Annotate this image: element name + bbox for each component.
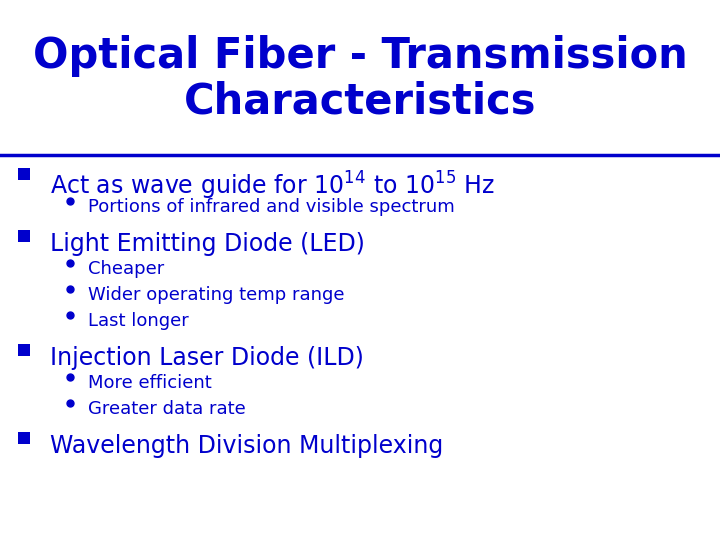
Text: Portions of infrared and visible spectrum: Portions of infrared and visible spectru… xyxy=(88,198,455,216)
Text: Wavelength Division Multiplexing: Wavelength Division Multiplexing xyxy=(50,434,444,458)
Bar xyxy=(18,230,30,242)
Bar xyxy=(18,168,30,180)
Text: Last longer: Last longer xyxy=(88,312,189,330)
Bar xyxy=(18,344,30,356)
Text: Characteristics: Characteristics xyxy=(184,80,536,122)
Text: Greater data rate: Greater data rate xyxy=(88,400,246,418)
Bar xyxy=(18,432,30,444)
Text: More efficient: More efficient xyxy=(88,374,212,392)
Text: Injection Laser Diode (ILD): Injection Laser Diode (ILD) xyxy=(50,346,364,370)
Text: Light Emitting Diode (LED): Light Emitting Diode (LED) xyxy=(50,232,365,256)
Text: Wider operating temp range: Wider operating temp range xyxy=(88,286,344,304)
Text: Cheaper: Cheaper xyxy=(88,260,164,278)
Text: Optical Fiber - Transmission: Optical Fiber - Transmission xyxy=(32,35,688,77)
Text: Act as wave guide for $10^{14}$ to $10^{15}$ Hz: Act as wave guide for $10^{14}$ to $10^{… xyxy=(50,170,495,202)
